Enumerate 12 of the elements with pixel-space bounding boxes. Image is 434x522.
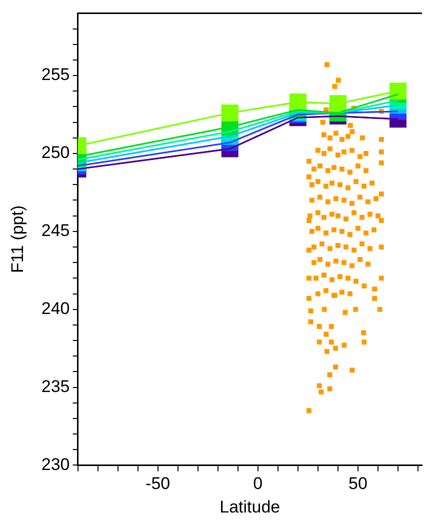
y-tick-label: 230 [41, 454, 70, 474]
y-tick-label: 250 [41, 143, 70, 162]
y-tick-label: 240 [41, 299, 70, 318]
x-tick-label: 0 [253, 474, 263, 494]
point [390, 82, 406, 100]
x-tick-label: -50 [146, 474, 170, 494]
y-tick-label: 235 [41, 376, 70, 396]
x-axis-title: Latitude [220, 497, 280, 516]
x-tick-label: 50 [348, 474, 368, 494]
y-axis-title: F11 (ppt) [8, 205, 27, 274]
y-tick-label: 245 [41, 221, 70, 240]
y-tick-label: 255 [41, 65, 70, 84]
